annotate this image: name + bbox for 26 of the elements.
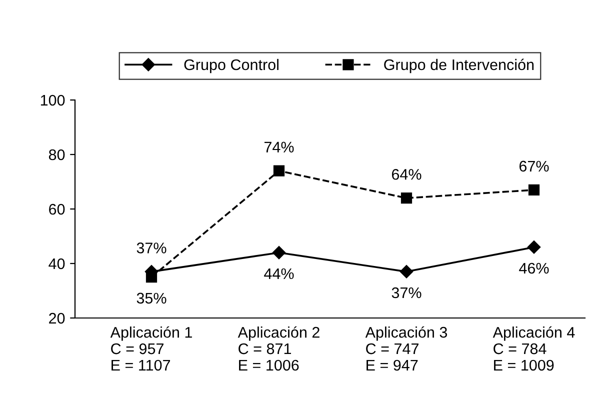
y-tick-label: 60 [49,204,65,215]
y-tick-label: 100 [40,94,65,106]
x-tick-label: Aplicación 3 C = 747 E = 947 [365,326,448,371]
data-label: 37% [136,242,166,254]
data-label: 44% [264,268,294,280]
point [400,265,414,278]
point [146,272,158,283]
y-tick-label: 80 [48,149,65,160]
data-label: 46% [519,262,549,274]
legend-label: Grupo Control [184,58,278,74]
point [400,192,412,204]
data-label: 37% [392,287,422,298]
legend-label: Grupo de Intervención [384,58,534,74]
data-label: 35% [136,292,166,304]
point [527,240,541,254]
x-tick-label: Aplicación 4 C = 784 E = 1009 [492,326,575,371]
y-tick-label: 20 [49,312,65,324]
point [528,184,540,196]
point [273,165,285,176]
data-label: 74% [264,142,294,152]
data-label: 64% [392,168,422,180]
x-tick-label: Aplicación 1 C = 957 E = 1107 [110,326,192,371]
y-tick-label: 40 [48,258,65,270]
point [272,246,286,260]
x-tick-label: Aplicación 2 C = 871 E = 1006 [238,326,320,371]
data-label: 67% [519,160,549,172]
